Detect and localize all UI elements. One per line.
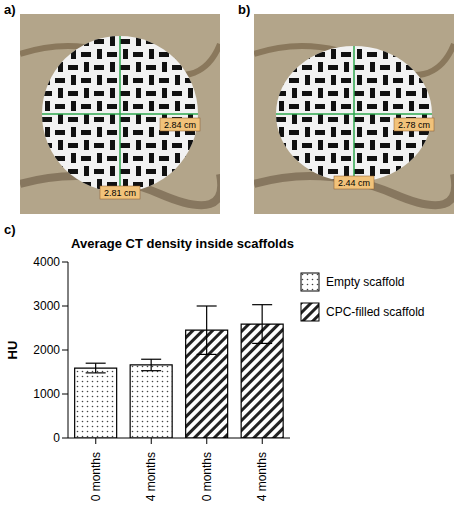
svg-text:2.84 cm: 2.84 cm <box>164 120 196 130</box>
svg-text:1000: 1000 <box>33 387 60 401</box>
svg-text:2.78 cm: 2.78 cm <box>398 120 430 130</box>
html-text:c): c) <box>4 222 16 237</box>
svg-text:4 months: 4 months <box>255 452 269 501</box>
svg-text:0: 0 <box>53 431 60 445</box>
svg-text:HU: HU <box>5 341 20 360</box>
html-text:a): a) <box>4 2 16 17</box>
html-text:Average CT density inside scaf: Average CT density inside scaffolds <box>71 236 294 251</box>
svg-text:0 months: 0 months <box>200 452 214 501</box>
svg-text:4 months: 4 months <box>144 452 158 501</box>
html-text:CPC-filled scaffold: CPC-filled scaffold <box>326 305 425 319</box>
svg-text:2000: 2000 <box>33 343 60 357</box>
html-text:Empty scaffold: Empty scaffold <box>326 275 405 289</box>
svg-text:4000: 4000 <box>33 255 60 269</box>
svg-text:2.44 cm: 2.44 cm <box>338 178 370 188</box>
svg-text:3000: 3000 <box>33 299 60 313</box>
svg-text:0 months: 0 months <box>89 452 103 501</box>
svg-text:2.81 cm: 2.81 cm <box>104 188 136 198</box>
html-text:b): b) <box>238 2 251 17</box>
